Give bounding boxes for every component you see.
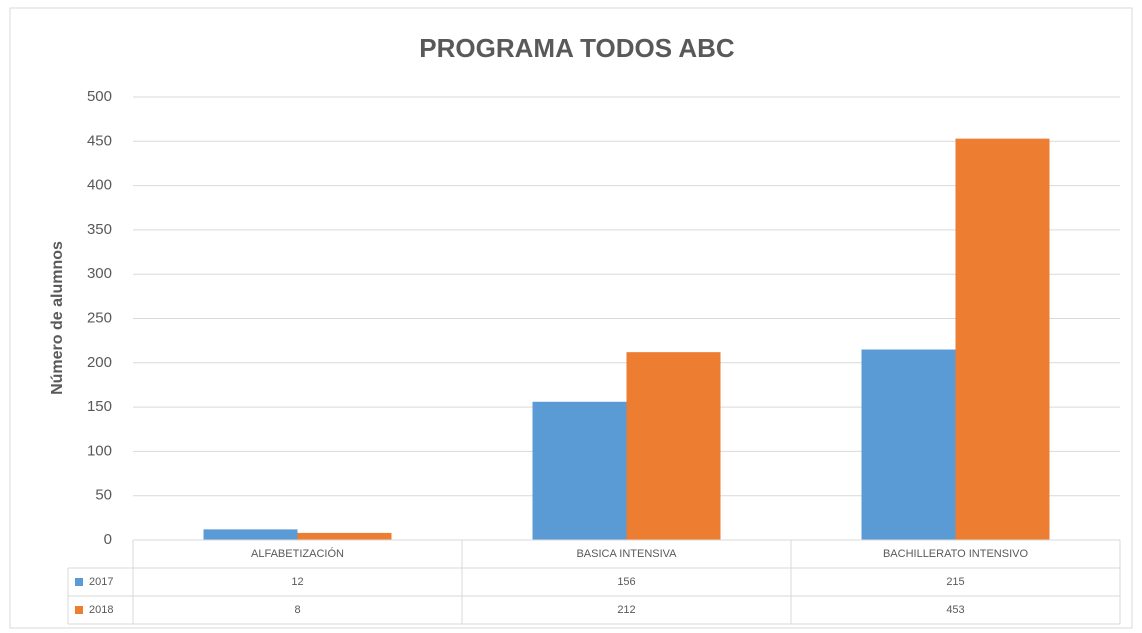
bar (861, 349, 956, 540)
x-tick-label: BACHILLERATO INTENSIVO (883, 548, 1029, 560)
data-table-value: 156 (617, 576, 635, 588)
legend-key (75, 578, 83, 586)
x-tick-label: ALFABETIZACIÓN (251, 547, 344, 560)
y-axis-label: Número de alumnos (49, 241, 66, 395)
chart-title: PROGRAMA TODOS ABC (419, 33, 735, 63)
bar (626, 352, 721, 540)
y-tick-label: 350 (87, 221, 112, 238)
data-table-value: 453 (946, 604, 964, 616)
y-tick-label: 200 (87, 354, 112, 371)
y-tick-label: 500 (87, 88, 112, 105)
data-table-value: 215 (946, 576, 964, 588)
y-tick-label: 0 (104, 531, 112, 548)
y-tick-label: 100 (87, 442, 112, 459)
y-tick-label: 150 (87, 398, 112, 415)
legend-label: 2018 (89, 604, 113, 616)
legend-label: 2017 (89, 576, 113, 588)
bar (532, 401, 627, 540)
y-tick-label: 300 (87, 265, 112, 282)
y-tick-label: 400 (87, 177, 112, 194)
data-table-value: 12 (291, 576, 303, 588)
y-tick-label: 250 (87, 309, 112, 326)
bar (955, 138, 1050, 540)
legend-key (75, 606, 83, 614)
y-tick-label: 450 (87, 132, 112, 149)
y-tick-label: 50 (95, 487, 112, 504)
data-table-value: 8 (294, 604, 300, 616)
x-tick-label: BASICA INTENSIVA (576, 548, 677, 560)
data-table-value: 212 (617, 604, 635, 616)
bar (203, 529, 298, 540)
bar (297, 532, 392, 540)
